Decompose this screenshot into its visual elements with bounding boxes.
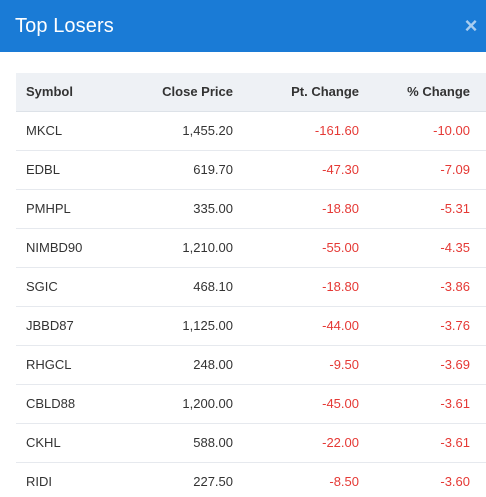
pt-change-cell: -45.00 (235, 384, 361, 424)
losers-table-container: Symbol Close Price Pt. Change % Change M… (16, 73, 486, 497)
symbol-cell[interactable]: CBLD88 (16, 384, 126, 424)
close-price-cell: 619.70 (126, 150, 235, 190)
pct-change-cell: -3.61 (361, 384, 486, 424)
table-row[interactable]: NIMBD90 1,210.00 -55.00 -4.35 (16, 228, 486, 268)
table-row[interactable]: CBLD88 1,200.00 -45.00 -3.61 (16, 384, 486, 424)
pt-change-cell: -18.80 (235, 189, 361, 229)
close-price-cell: 248.00 (126, 345, 235, 385)
table-row[interactable]: PMHPL 335.00 -18.80 -5.31 (16, 189, 486, 229)
close-icon[interactable]: × (464, 13, 478, 38)
symbol-cell[interactable]: RHGCL (16, 345, 126, 385)
symbol-cell[interactable]: NIMBD90 (16, 228, 126, 268)
column-header-pt-change[interactable]: Pt. Change (235, 73, 361, 112)
table-body: MKCL 1,455.20 -161.60 -10.00 EDBL 619.70… (16, 111, 486, 497)
pct-change-cell: -3.76 (361, 306, 486, 346)
column-header-symbol[interactable]: Symbol (16, 73, 126, 112)
close-price-cell: 227.50 (193, 474, 233, 490)
pct-change-cell: -4.35 (361, 228, 486, 268)
table-row[interactable]: RHGCL 248.00 -9.50 -3.69 (16, 345, 486, 385)
pt-change-cell: -22.00 (235, 423, 361, 463)
symbol-cell[interactable]: PMHPL (16, 189, 126, 229)
table-row[interactable]: EDBL 619.70 -47.30 -7.09 (16, 150, 486, 190)
table-row[interactable]: RIDI 227.50 -8.50 -3.60 (16, 462, 486, 497)
pct-change-cell: -3.86 (361, 267, 486, 307)
pct-change-cell: -10.00 (361, 111, 486, 151)
column-header-close-price[interactable]: Close Price (126, 73, 235, 112)
losers-table: Symbol Close Price Pt. Change % Change M… (16, 73, 486, 497)
modal-header: Top Losers × (0, 0, 486, 52)
table-row[interactable]: SGIC 468.10 -18.80 -3.86 (16, 267, 486, 307)
pct-change-cell: -5.31 (361, 189, 486, 229)
pt-change-cell: -47.30 (235, 150, 361, 190)
modal-title: Top Losers (15, 14, 114, 37)
pt-change-cell: -8.50 (329, 474, 359, 490)
table-row[interactable]: CKHL 588.00 -22.00 -3.61 (16, 423, 486, 463)
pt-change-cell: -9.50 (235, 345, 361, 385)
close-price-cell: 1,455.20 (126, 111, 235, 151)
table-header-row: Symbol Close Price Pt. Change % Change (16, 73, 486, 112)
symbol-cell[interactable]: EDBL (16, 150, 126, 190)
table-header: Symbol Close Price Pt. Change % Change (16, 73, 486, 112)
symbol-cell[interactable]: JBBD87 (16, 306, 126, 346)
close-price-cell: 1,210.00 (126, 228, 235, 268)
symbol-cell[interactable]: CKHL (16, 423, 126, 463)
table-row[interactable]: MKCL 1,455.20 -161.60 -10.00 (16, 111, 486, 151)
pt-change-cell: -44.00 (235, 306, 361, 346)
pct-change-cell: -3.69 (361, 345, 486, 385)
close-price-cell: 335.00 (126, 189, 235, 229)
close-price-cell: 468.10 (126, 267, 235, 307)
pt-change-cell: -18.80 (235, 267, 361, 307)
close-price-cell: 1,200.00 (126, 384, 235, 424)
pct-change-cell: -3.60 (440, 474, 470, 490)
pct-change-cell: -7.09 (361, 150, 486, 190)
table-row[interactable]: JBBD87 1,125.00 -44.00 -3.76 (16, 306, 486, 346)
symbol-cell[interactable]: SGIC (16, 267, 126, 307)
pct-change-cell: -3.61 (361, 423, 486, 463)
pt-change-cell: -161.60 (235, 111, 361, 151)
symbol-cell[interactable]: RIDI (26, 474, 52, 490)
close-price-cell: 1,125.00 (126, 306, 235, 346)
pt-change-cell: -55.00 (235, 228, 361, 268)
close-price-cell: 588.00 (126, 423, 235, 463)
column-header-pct-change[interactable]: % Change (361, 73, 486, 112)
symbol-cell[interactable]: MKCL (16, 111, 126, 151)
